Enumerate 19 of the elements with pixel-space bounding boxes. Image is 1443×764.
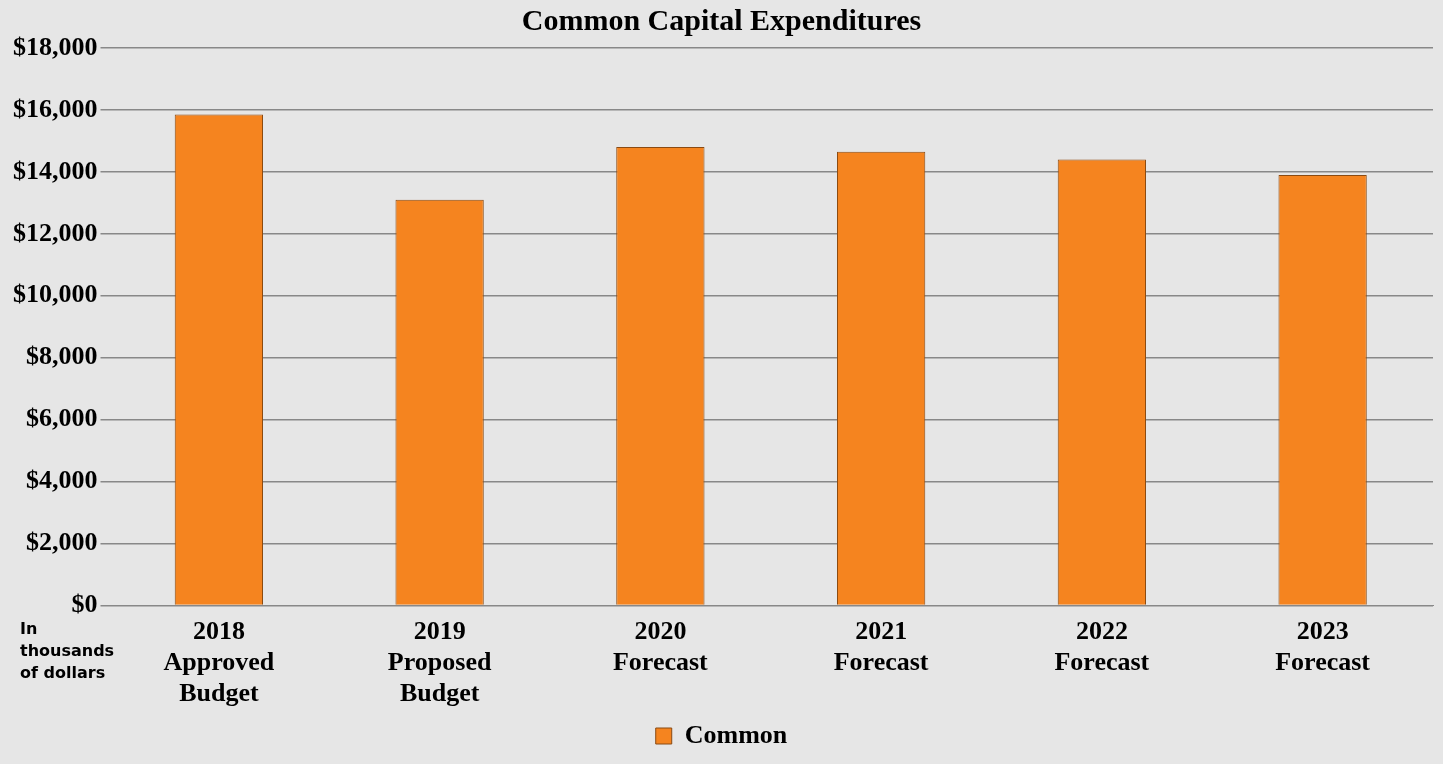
y-tick-label: $10,000 — [13, 279, 98, 309]
y-tick-label: $4,000 — [26, 465, 98, 495]
y-tick-label: $6,000 — [26, 403, 98, 433]
x-tick-label: 2022 Forecast — [1054, 615, 1150, 676]
x-tick-label: 2018 Approved Budget — [163, 615, 275, 708]
text: In thousands of dollars — [20, 618, 115, 684]
y-tick-label: $18,000 — [13, 31, 98, 61]
y-tick-label: $0 — [71, 589, 98, 619]
y-tick-label: $14,000 — [13, 155, 98, 185]
x-tick-label: 2023 Forecast — [1275, 615, 1371, 676]
x-tick-label: 2019 Proposed Budget — [387, 615, 492, 708]
x-tick-label: 2021 Forecast — [833, 615, 929, 676]
chart-title: Common Capital Expenditures — [521, 2, 922, 36]
y-tick-label: $8,000 — [26, 341, 98, 371]
y-tick-label: $12,000 — [13, 217, 98, 247]
x-tick-label: 2020 Forecast — [612, 615, 709, 676]
legend-label: Common — [684, 719, 788, 749]
y-tick-label: $16,000 — [13, 93, 98, 123]
y-tick-label: $2,000 — [26, 527, 98, 557]
